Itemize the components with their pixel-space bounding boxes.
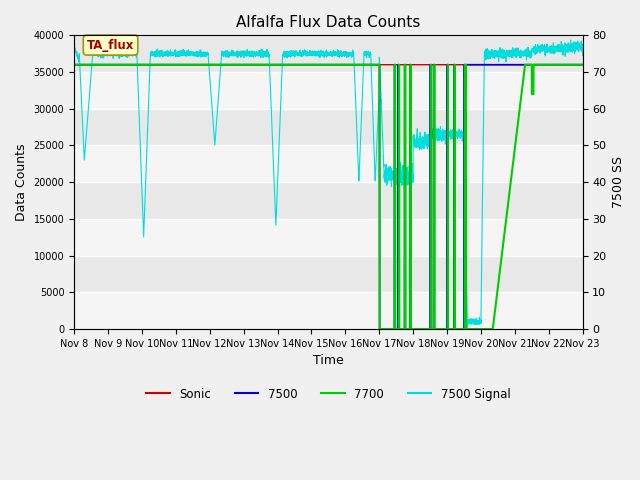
Bar [74,219,582,255]
Bar [74,145,582,182]
Bar [74,72,582,109]
Title: Alfalfa Flux Data Counts: Alfalfa Flux Data Counts [236,15,420,30]
X-axis label: Time: Time [313,354,344,367]
Y-axis label: 7500 SS: 7500 SS [612,156,625,208]
Bar [74,292,582,329]
Legend: Sonic, 7500, 7700, 7500 Signal: Sonic, 7500, 7700, 7500 Signal [141,383,515,405]
Y-axis label: Data Counts: Data Counts [15,144,28,221]
Text: TA_flux: TA_flux [87,38,134,51]
